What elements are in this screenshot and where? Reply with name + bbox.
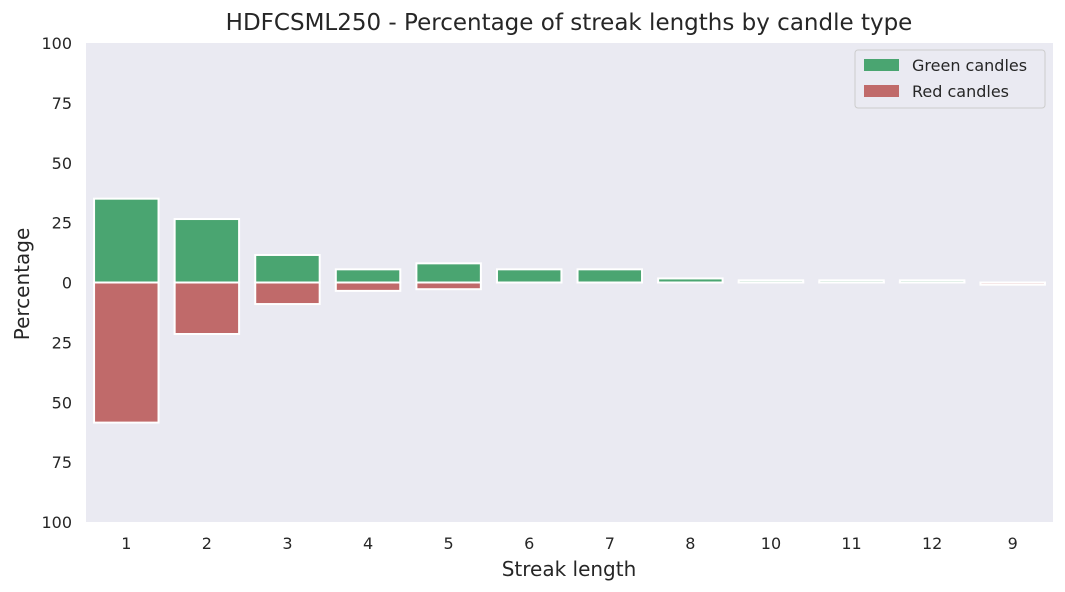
bar-red-2 bbox=[173, 281, 241, 335]
x-tick-label: 12 bbox=[922, 534, 942, 553]
x-tick-label: 2 bbox=[202, 534, 212, 553]
legend-swatch-red bbox=[864, 85, 899, 97]
y-tick-label: 50 bbox=[52, 393, 72, 412]
y-tick-label: 100 bbox=[41, 513, 72, 532]
x-tick-label: 9 bbox=[1008, 534, 1018, 553]
bar-green-3 bbox=[254, 253, 321, 284]
bar-green-5 bbox=[415, 262, 482, 284]
bar-green-1 bbox=[93, 197, 160, 284]
x-tick-label: 5 bbox=[444, 534, 454, 553]
bar-red-1 bbox=[93, 281, 160, 424]
x-tick-label: 1 bbox=[121, 534, 131, 553]
y-tick-label: 50 bbox=[52, 154, 72, 173]
x-axis: 1 2 3 4 5 6 7 8 10 11 12 9 bbox=[121, 534, 1018, 553]
bars-layer bbox=[93, 197, 1046, 424]
x-tick-label: 7 bbox=[605, 534, 615, 553]
plot-area bbox=[86, 43, 1053, 522]
x-tick-label: 11 bbox=[841, 534, 861, 553]
y-axis: 100 75 50 25 0 25 50 75 100 bbox=[41, 34, 72, 532]
legend-label-green: Green candles bbox=[912, 56, 1027, 75]
y-tick-label: 75 bbox=[52, 94, 72, 113]
chart-title: HDFCSML250 - Percentage of streak length… bbox=[226, 10, 913, 36]
bar-green-6 bbox=[495, 268, 563, 284]
bar-green-2 bbox=[173, 218, 241, 284]
bar-red-9 bbox=[979, 281, 1046, 286]
x-tick-label: 3 bbox=[282, 534, 292, 553]
y-tick-label: 25 bbox=[52, 214, 72, 233]
x-tick-label: 8 bbox=[685, 534, 695, 553]
x-tick-label: 6 bbox=[524, 534, 534, 553]
x-tick-label: 4 bbox=[363, 534, 373, 553]
bar-red-5 bbox=[415, 281, 482, 291]
legend: Green candles Red candles bbox=[854, 49, 1046, 109]
y-tick-label: 100 bbox=[41, 34, 72, 53]
x-tick-label: 10 bbox=[761, 534, 781, 553]
bar-red-4 bbox=[334, 281, 402, 292]
y-tick-label: 25 bbox=[52, 333, 72, 352]
y-tick-label: 75 bbox=[52, 453, 72, 472]
legend-label-red: Red candles bbox=[912, 82, 1009, 101]
bar-red-3 bbox=[254, 281, 321, 306]
legend-frame bbox=[854, 49, 1046, 109]
legend-swatch-green bbox=[864, 59, 899, 71]
y-tick-label: 0 bbox=[62, 274, 72, 293]
bar-green-4 bbox=[334, 268, 402, 284]
x-axis-title: Streak length bbox=[502, 557, 637, 581]
bar-green-7 bbox=[576, 268, 644, 284]
y-axis-title: Percentage bbox=[10, 228, 34, 341]
